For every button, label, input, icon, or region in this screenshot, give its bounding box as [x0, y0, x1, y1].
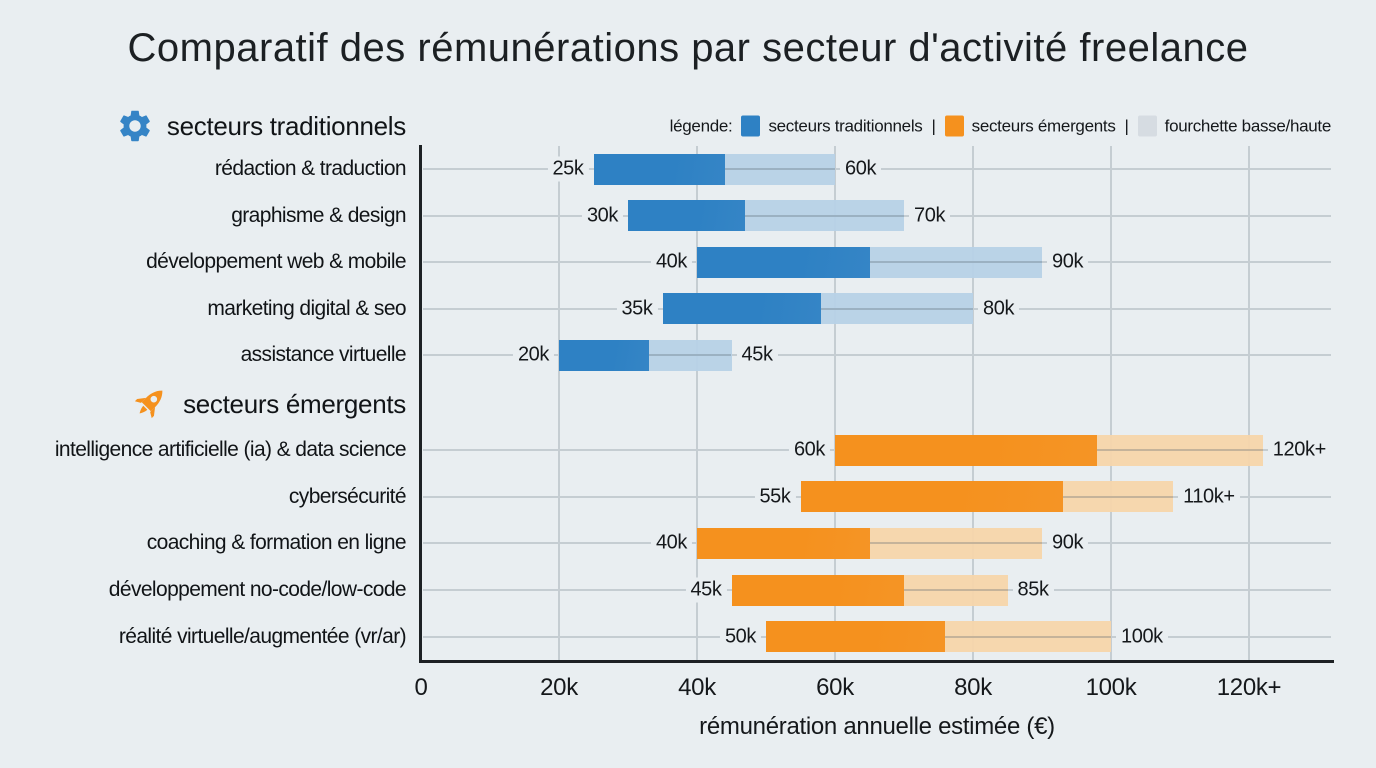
bar-high-value-label: 60k: [840, 156, 882, 182]
bar-high-value-label: 45k: [736, 342, 778, 368]
section-header-traditionnels: secteurs traditionnels: [116, 107, 406, 145]
bar-high-value-label: 100k: [1116, 624, 1168, 650]
y-axis-line: [419, 145, 422, 663]
section-header-label: secteurs émergents: [183, 388, 406, 419]
category-label: réalité virtuelle/augmentée (vr/ar): [118, 624, 407, 648]
category-label: coaching & formation en ligne: [146, 531, 407, 555]
vertical-gridline: [1110, 146, 1112, 660]
x-tick-label: 100k: [1085, 674, 1137, 701]
bar-high-value-label: 90k: [1047, 249, 1089, 275]
vertical-gridline: [1248, 146, 1250, 660]
gear-icon: [116, 107, 154, 145]
legend-item-label: fourchette basse/haute: [1164, 116, 1332, 135]
bar-high-value-label: 80k: [978, 296, 1020, 322]
range-gridline-stripe: [724, 168, 835, 170]
range-gridline-stripe: [648, 354, 732, 357]
bar-low-value-label: 25k: [547, 156, 589, 182]
bar-low-value-label: 30k: [581, 203, 623, 229]
salary-solid-bar: [559, 339, 649, 371]
legend-item-label: secteurs traditionnels: [768, 116, 923, 135]
bar-high-value-label: 110k+: [1178, 484, 1240, 510]
bar-low-value-label: 45k: [685, 577, 727, 603]
bar-low-value-label: 40k: [650, 249, 692, 275]
legend-item: fourchette basse/haute: [1137, 115, 1332, 137]
chart-title: Comparatif des rémunérations par secteur…: [127, 26, 1249, 70]
category-label: marketing digital & seo: [207, 296, 406, 320]
bar-low-value-label: 60k: [788, 437, 830, 463]
salary-solid-bar: [835, 434, 1098, 466]
x-axis-title: rémunération annuelle estimée (€): [699, 713, 1055, 740]
bar-low-value-label: 35k: [616, 296, 658, 322]
category-label: rédaction & traduction: [214, 157, 407, 180]
vertical-gridline: [972, 146, 974, 660]
legend-swatch: [741, 115, 761, 137]
legend-prefix: légende:: [669, 116, 733, 135]
x-tick-label: 80k: [954, 674, 992, 701]
bar-high-value-label: 90k: [1047, 530, 1089, 556]
legend: légende: secteurs traditionnels | secteurs…: [669, 115, 1332, 137]
category-label: assistance virtuelle: [240, 343, 407, 367]
legend-item: secteurs traditionnels: [741, 115, 923, 137]
row-gridline: [423, 354, 1331, 357]
category-label: développement no-code/low-code: [108, 578, 407, 601]
bar-high-value-label: 120k+: [1267, 437, 1331, 463]
salary-solid-bar: [628, 200, 746, 232]
section-header-emergents: secteurs émergents: [128, 383, 406, 425]
vertical-gridline: [558, 146, 560, 660]
salary-solid-bar: [697, 246, 870, 278]
bar-low-value-label: 40k: [650, 530, 692, 556]
section-header-label: secteurs traditionnels: [166, 110, 406, 141]
bar-low-value-label: 55k: [754, 484, 796, 510]
x-axis-line: [419, 660, 1334, 663]
range-gridline-stripe: [869, 542, 1042, 545]
range-gridline-stripe: [1097, 449, 1263, 452]
salary-solid-bar: [662, 293, 822, 325]
range-gridline-stripe: [904, 589, 1008, 591]
vertical-gridline: [696, 146, 698, 660]
salary-solid-bar: [800, 481, 1063, 513]
bar-high-value-label: 85k: [1012, 577, 1054, 603]
vertical-gridline: [834, 146, 836, 660]
salary-solid-bar: [766, 621, 946, 653]
x-tick-label: 20k: [540, 674, 578, 701]
salary-solid-bar: [731, 574, 904, 606]
x-tick-label: 40k: [678, 674, 716, 701]
rocket-icon: [128, 383, 170, 425]
bar-high-value-label: 70k: [909, 203, 951, 229]
salary-solid-bar: [697, 527, 870, 559]
bar-low-value-label: 20k: [512, 342, 554, 368]
legend-separator: |: [1124, 116, 1129, 135]
x-tick-label: 0: [414, 674, 428, 701]
legend-item-label: secteurs émergents: [971, 116, 1116, 135]
category-label: cybersécurité: [288, 484, 407, 508]
legend-item: secteurs émergents: [944, 115, 1116, 137]
category-label: développement web & mobile: [146, 250, 407, 274]
legend-separator: |: [931, 116, 936, 135]
range-gridline-stripe: [945, 635, 1111, 638]
category-label: intelligence artificielle (ia) & data sc…: [54, 438, 407, 462]
salary-solid-bar: [593, 153, 725, 185]
x-tick-label: 120k+: [1216, 674, 1282, 701]
range-gridline-stripe: [869, 261, 1042, 264]
range-gridline-stripe: [821, 307, 973, 310]
range-gridline-stripe: [1062, 495, 1174, 498]
x-tick-label: 60k: [816, 674, 854, 701]
legend-swatch: [944, 115, 964, 137]
legend-swatch: [1137, 115, 1157, 137]
bar-low-value-label: 50k: [719, 624, 761, 650]
category-label: graphisme & design: [231, 203, 406, 227]
range-gridline-stripe: [745, 214, 904, 217]
